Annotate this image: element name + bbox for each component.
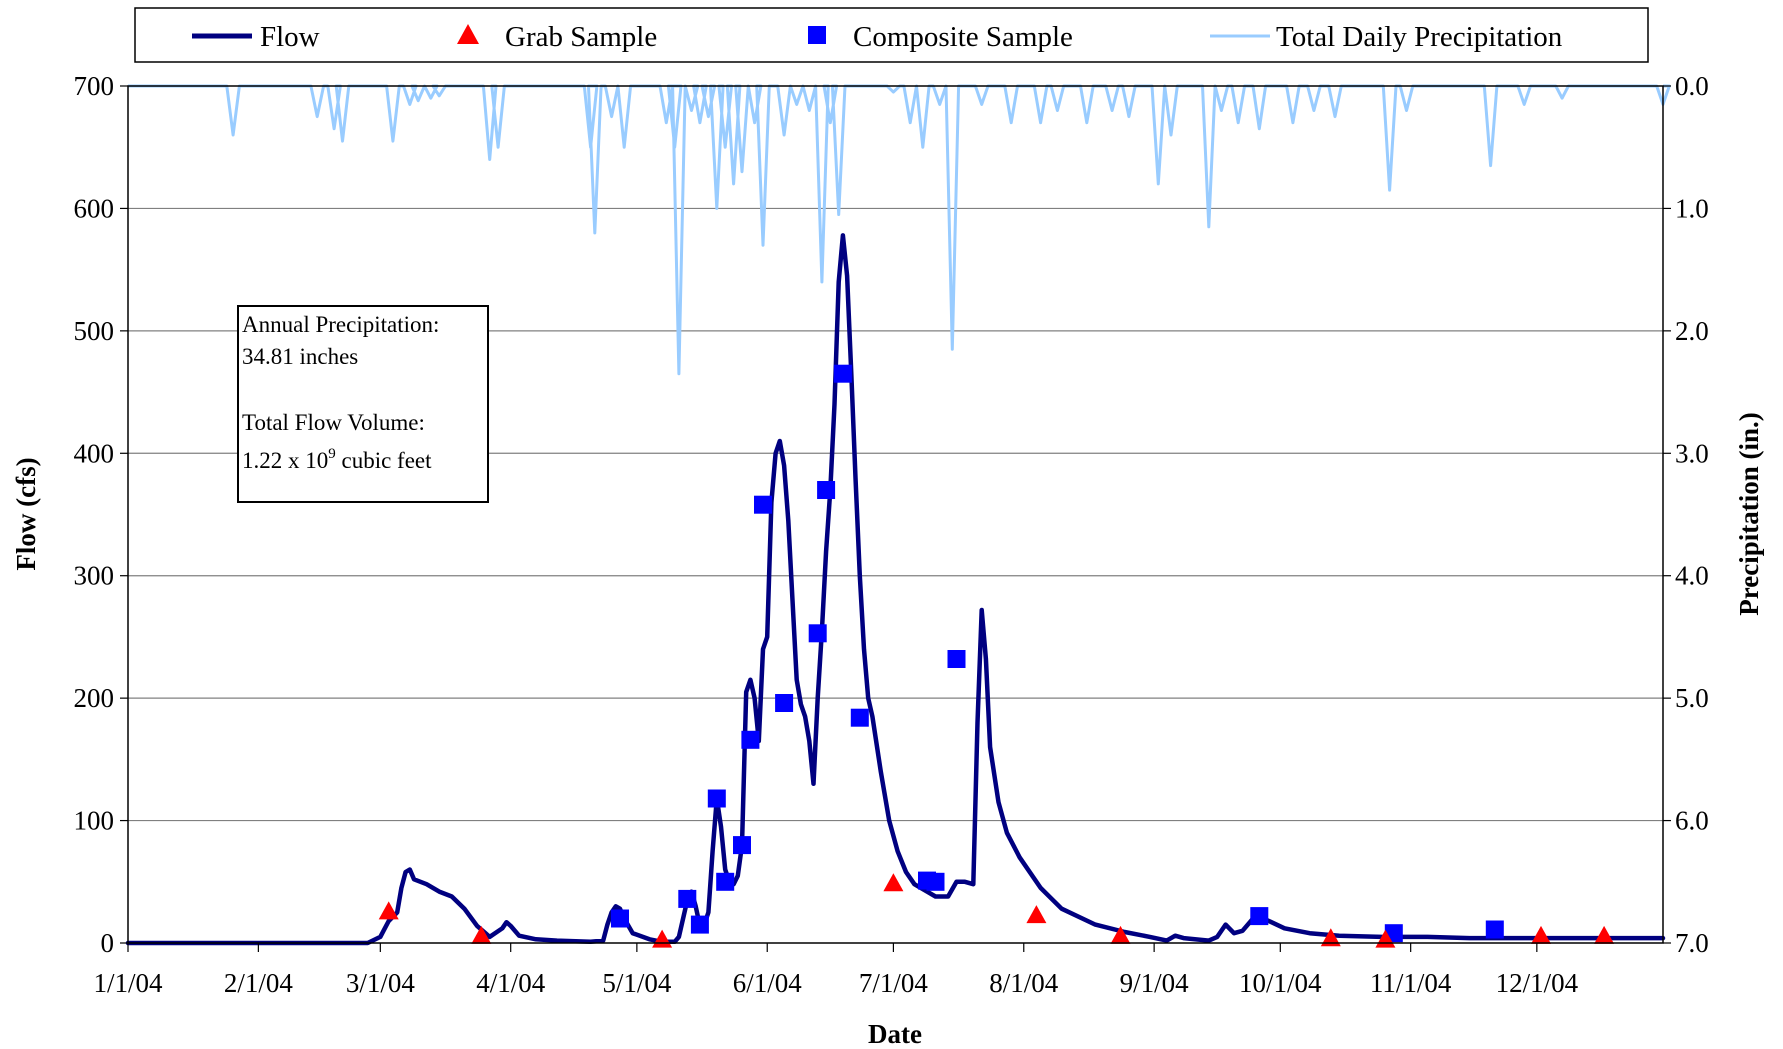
annotation-volume-unit: cubic feet [336, 448, 432, 473]
annotation-volume-exponent: 9 [328, 446, 336, 462]
grab-sample-point [378, 901, 399, 920]
annotation-precip-title: Annual Precipitation: [242, 312, 439, 337]
grab-sample-point [1320, 928, 1341, 947]
y-tick-label: 200 [74, 683, 115, 713]
composite-sample-point [833, 364, 852, 383]
x-tick-label: 12/1/04 [1496, 968, 1579, 998]
composite-sample-point [707, 789, 726, 808]
y2-tick-label: 2.0 [1675, 316, 1709, 346]
x-tick-label: 2/1/04 [224, 968, 294, 998]
y2-axis-label: Precipitation (in.) [1734, 412, 1764, 615]
y-axis-ticks: 0 100 200 300 400 500 600 700 [74, 71, 128, 958]
composite-sample-point [1250, 907, 1269, 926]
x-tick-label: 6/1/04 [733, 968, 803, 998]
grab-sample-point [883, 873, 904, 892]
composite-sample-point [690, 915, 709, 934]
composite-sample-point [611, 909, 629, 928]
legend: Flow Grab Sample Composite Sample Total … [134, 7, 1649, 63]
y2-tick-label: 6.0 [1675, 806, 1709, 836]
y2-tick-label: 7.0 [1675, 928, 1709, 958]
x-tick-label: 4/1/04 [476, 968, 546, 998]
legend-flow-label: Flow [260, 21, 320, 53]
legend-grab-marker [457, 24, 479, 44]
y-axis-label: Flow (cfs) [11, 457, 41, 570]
composite-sample-point [850, 708, 869, 727]
legend-composite-label: Composite Sample [853, 21, 1073, 53]
plot-area [125, 84, 1671, 948]
y2-tick-label: 4.0 [1675, 561, 1709, 591]
y2-tick-label: 1.0 [1675, 193, 1709, 223]
y2-tick-label: 5.0 [1675, 683, 1709, 713]
x-tick-label: 8/1/04 [989, 968, 1059, 998]
x-tick-label: 7/1/04 [859, 968, 929, 998]
composite-sample-point [716, 872, 735, 891]
composite-sample-point [754, 495, 772, 514]
composite-sample-point [926, 872, 945, 891]
x-axis-label: Date [868, 1019, 922, 1049]
precipitation-line [128, 84, 1671, 376]
legend-precip-label: Total Daily Precipitation [1276, 21, 1563, 53]
y-tick-label: 500 [74, 316, 115, 346]
y-tick-label: 400 [74, 438, 115, 468]
composite-sample-point [775, 694, 794, 712]
composite-sample-point [741, 730, 760, 749]
legend-box [134, 7, 1649, 63]
grab-sample-point [471, 925, 492, 944]
grab-sample-point [1594, 925, 1615, 944]
x-axis-ticks: 1/1/04 2/1/04 3/1/04 4/1/04 5/1/04 6/1/04 7/1/… [93, 943, 1579, 998]
composite-sample-point [808, 624, 827, 643]
flow-line [125, 233, 1666, 946]
annotation-box: Annual Precipitation: 34.81 inches Total… [237, 305, 489, 503]
composite-sample-point [733, 836, 751, 855]
x-tick-label: 3/1/04 [346, 968, 416, 998]
y-tick-label: 300 [74, 561, 115, 591]
y2-tick-label: 3.0 [1675, 438, 1709, 468]
annotation-volume-title: Total Flow Volume: [242, 410, 425, 435]
y-tick-label: 700 [74, 71, 115, 101]
x-tick-label: 10/1/04 [1239, 968, 1322, 998]
y2-axis-ticks: 0.0 1.0 2.0 3.0 4.0 5.0 6.0 7.0 [1663, 71, 1709, 958]
composite-sample-point [678, 889, 697, 908]
annotation-precip-value: 34.81 inches [242, 344, 358, 369]
composite-sample-series [611, 364, 1504, 943]
grab-sample-point [1531, 925, 1551, 944]
y-tick-label: 600 [74, 193, 115, 223]
legend-composite-marker [808, 26, 826, 44]
composite-sample-point [947, 650, 966, 668]
composite-sample-point [1485, 920, 1504, 939]
grab-sample-point [1026, 905, 1047, 924]
x-tick-label: 9/1/04 [1120, 968, 1190, 998]
x-tick-label: 1/1/04 [93, 968, 163, 998]
plot-frame [127, 85, 1664, 944]
y2-tick-label: 0.0 [1675, 71, 1709, 101]
y-tick-label: 0 [101, 928, 115, 958]
annotation-volume-value: 1.22 x 109 cubic feet [242, 446, 432, 473]
y-tick-label: 100 [74, 806, 115, 836]
precipitation-series [128, 84, 1671, 376]
gridlines [128, 207, 1663, 822]
composite-sample-point [817, 481, 836, 499]
annotation-frame [237, 305, 489, 503]
x-tick-label: 5/1/04 [602, 968, 672, 998]
flow-series [125, 233, 1666, 946]
grab-sample-point [1110, 925, 1131, 944]
x-tick-label: 11/1/04 [1370, 968, 1452, 998]
legend-grab-label: Grab Sample [505, 21, 657, 53]
annotation-volume-mantissa: 1.22 x 10 [242, 448, 328, 473]
